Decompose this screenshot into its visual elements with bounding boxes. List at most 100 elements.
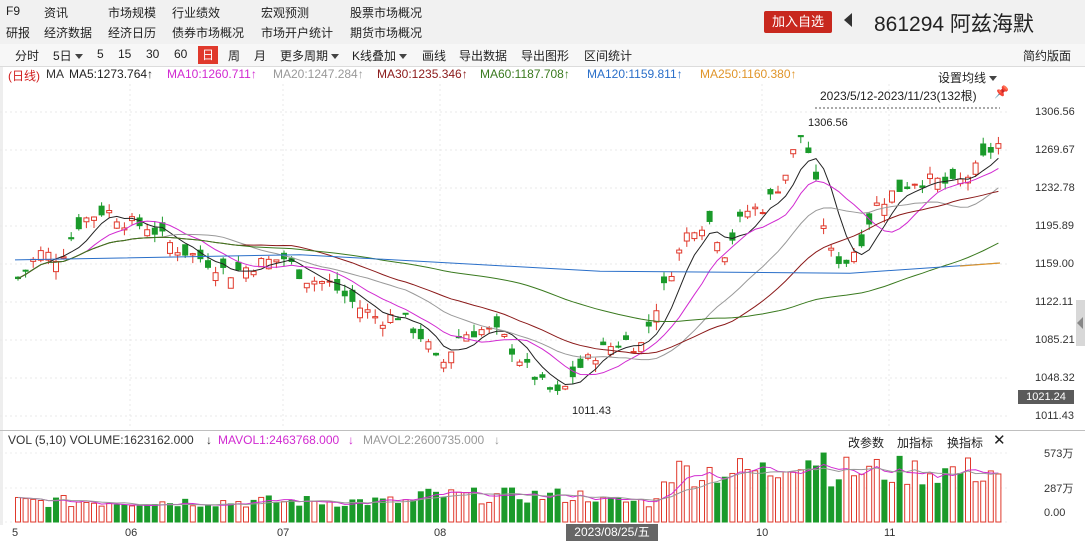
volume-bar (569, 500, 576, 523)
stock-title: 861294 阿兹海默 (874, 8, 1034, 38)
simple-layout-button[interactable]: 简约版面 (1023, 49, 1072, 63)
tab-intraday[interactable]: 分时 (15, 49, 40, 63)
chart-toolbar: 分时 5日 5 15 30 60 日 周 月 更多周期 K线叠加 画线 导出数据… (0, 44, 1085, 67)
date-axis: 5 06 07 08 10 11 (0, 525, 1010, 545)
candle-body (151, 227, 158, 235)
close-icon[interactable]: ✕ (993, 432, 1006, 449)
volume-bar (22, 498, 29, 523)
candle-body (531, 376, 538, 380)
period-label: (日线) (8, 69, 40, 83)
candle-body (395, 318, 401, 321)
chevron-down-icon (399, 54, 408, 60)
candle-body (835, 256, 842, 264)
add-to-watchlist-button[interactable]: 加入自选 (764, 11, 832, 33)
swap-indicator-button[interactable]: 换指标 (947, 436, 984, 450)
x-tick: 10 (756, 527, 769, 539)
range-label: 2023/5/12-2023/11/23(132根) (820, 89, 977, 103)
volume-bar (281, 501, 287, 523)
ma250-line (959, 262, 1001, 267)
mavol2-line (17, 467, 999, 506)
volume-bar (949, 466, 956, 523)
candle-body (98, 205, 105, 216)
nav-economic-calendar[interactable]: 经济日历 (108, 26, 157, 40)
nav-macro-forecast[interactable]: 宏观预测 (261, 6, 310, 20)
draw-line-button[interactable]: 画线 (422, 49, 447, 63)
nav-f9[interactable]: F9 (6, 4, 21, 18)
nav-stock-market-overview[interactable]: 股票市场概况 (350, 6, 423, 20)
volume-bar (531, 490, 538, 523)
tab-daily[interactable]: 日 (198, 46, 219, 64)
volume-bar (243, 506, 249, 523)
volume-bar (645, 506, 652, 523)
export-chart-button[interactable]: 导出图形 (521, 49, 570, 63)
ma-line (17, 187, 999, 361)
tab-monthly[interactable]: 月 (254, 49, 267, 63)
volume-bar (15, 496, 21, 523)
x-tick: 07 (277, 527, 290, 539)
tab-5day[interactable]: 5日 (53, 47, 83, 64)
collapse-panel-handle[interactable] (1076, 300, 1085, 346)
volume-bar (752, 470, 759, 523)
candle-body (37, 250, 44, 261)
candle-body (258, 258, 265, 268)
pin-icon[interactable]: 📌 (994, 85, 1009, 99)
volume-bar (303, 496, 310, 523)
volume-bar (630, 500, 637, 523)
y-tick: 1306.56 (1035, 106, 1075, 118)
candle-body (775, 191, 781, 194)
tab-weekly[interactable]: 周 (228, 49, 241, 63)
volume-bar (455, 491, 462, 523)
nav-market-scale[interactable]: 市场规模 (108, 6, 157, 20)
tab-60min[interactable]: 60 (174, 47, 188, 61)
more-periods-dropdown[interactable]: 更多周期 (280, 47, 340, 64)
back-arrow-icon[interactable] (844, 13, 852, 27)
candle-body (980, 143, 987, 156)
candle-body (425, 341, 432, 350)
volume-bar (995, 473, 1002, 523)
candle-body (889, 190, 895, 203)
volume-bar (972, 481, 979, 523)
nav-research[interactable]: 研报 (6, 26, 31, 40)
nav-news[interactable]: 资讯 (44, 6, 69, 20)
volume-bar (721, 476, 728, 523)
volume-bar (737, 458, 743, 523)
nav-futures-market-overview[interactable]: 期货市场概况 (350, 26, 423, 40)
x-tick: 5 (12, 527, 19, 539)
nav-economic-data[interactable]: 经济数据 (44, 26, 93, 40)
candlestick-chart[interactable]: 1306.56 1011.43 (0, 84, 1010, 429)
tab-5min[interactable]: 5 (97, 47, 104, 61)
candle-body (319, 281, 325, 284)
volume-bar (592, 501, 599, 523)
volume-bar (387, 496, 394, 523)
candle-body (349, 289, 356, 302)
candle-body (995, 143, 1002, 149)
volume-bar (220, 500, 227, 523)
tab-30min[interactable]: 30 (146, 47, 160, 61)
nav-account-opening-stats[interactable]: 市场开户统计 (261, 26, 334, 40)
candle-body (144, 229, 151, 237)
candle-body (820, 225, 827, 229)
volume-chart[interactable] (0, 450, 1010, 525)
mavol2-value: MAVOL2:2600735.000 (363, 433, 485, 447)
volume-bar (813, 465, 819, 523)
candle-body (471, 331, 477, 338)
tab-5day-label: 5日 (53, 49, 72, 63)
volume-bar (364, 505, 371, 523)
volume-bar (691, 486, 698, 523)
kline-overlay-label: K线叠加 (352, 49, 397, 63)
export-data-button[interactable]: 导出数据 (459, 49, 508, 63)
candle-body (934, 177, 941, 190)
tab-15min[interactable]: 15 (118, 47, 132, 61)
nav-industry-performance[interactable]: 行业绩效 (172, 6, 221, 20)
interval-stats-button[interactable]: 区间统计 (584, 49, 633, 63)
candle-body (896, 179, 903, 192)
ma-settings-button[interactable]: 设置均线 (938, 69, 998, 86)
candle-body (851, 251, 857, 263)
kline-overlay-dropdown[interactable]: K线叠加 (352, 47, 408, 64)
volume-bar (805, 460, 812, 523)
add-indicator-button[interactable]: 加指标 (897, 436, 934, 450)
edit-params-button[interactable]: 改参数 (848, 436, 885, 450)
volume-bar (835, 479, 842, 523)
nav-bond-market-overview[interactable]: 债券市场概况 (172, 26, 245, 40)
volume-bar (91, 502, 97, 523)
